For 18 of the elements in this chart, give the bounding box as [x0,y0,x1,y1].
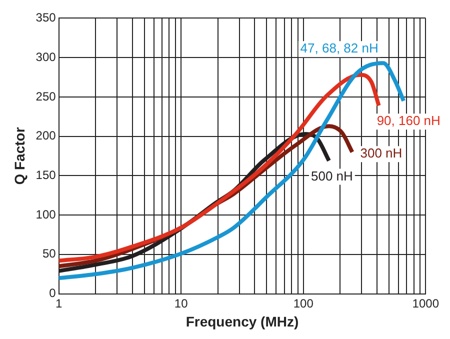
series-label: 300 nH [360,146,402,161]
y-tick-label: 300 [36,50,56,64]
x-tick-label: 1 [55,296,62,310]
y-tick-label: 100 [36,207,56,222]
y-tick-label: 200 [36,128,56,143]
x-tick-label: 10 [174,296,188,310]
y-axis-title: Q Factor [11,126,28,185]
x-tick-label: 1000 [412,296,440,310]
y-tick-label: 150 [36,168,56,182]
y-tick-label: 0 [49,286,56,300]
series-label: 47, 68, 82 nH [300,40,378,56]
x-axis-title: Frequency (MHz) [186,313,299,330]
y-tick-label: 350 [36,10,56,25]
y-tick-label: 250 [36,89,56,104]
y-tick-label: 50 [42,246,56,261]
series-label: 90, 160 nH [376,113,440,128]
x-tick-label: 100 [293,296,314,310]
series-label: 500 nH [310,168,353,184]
